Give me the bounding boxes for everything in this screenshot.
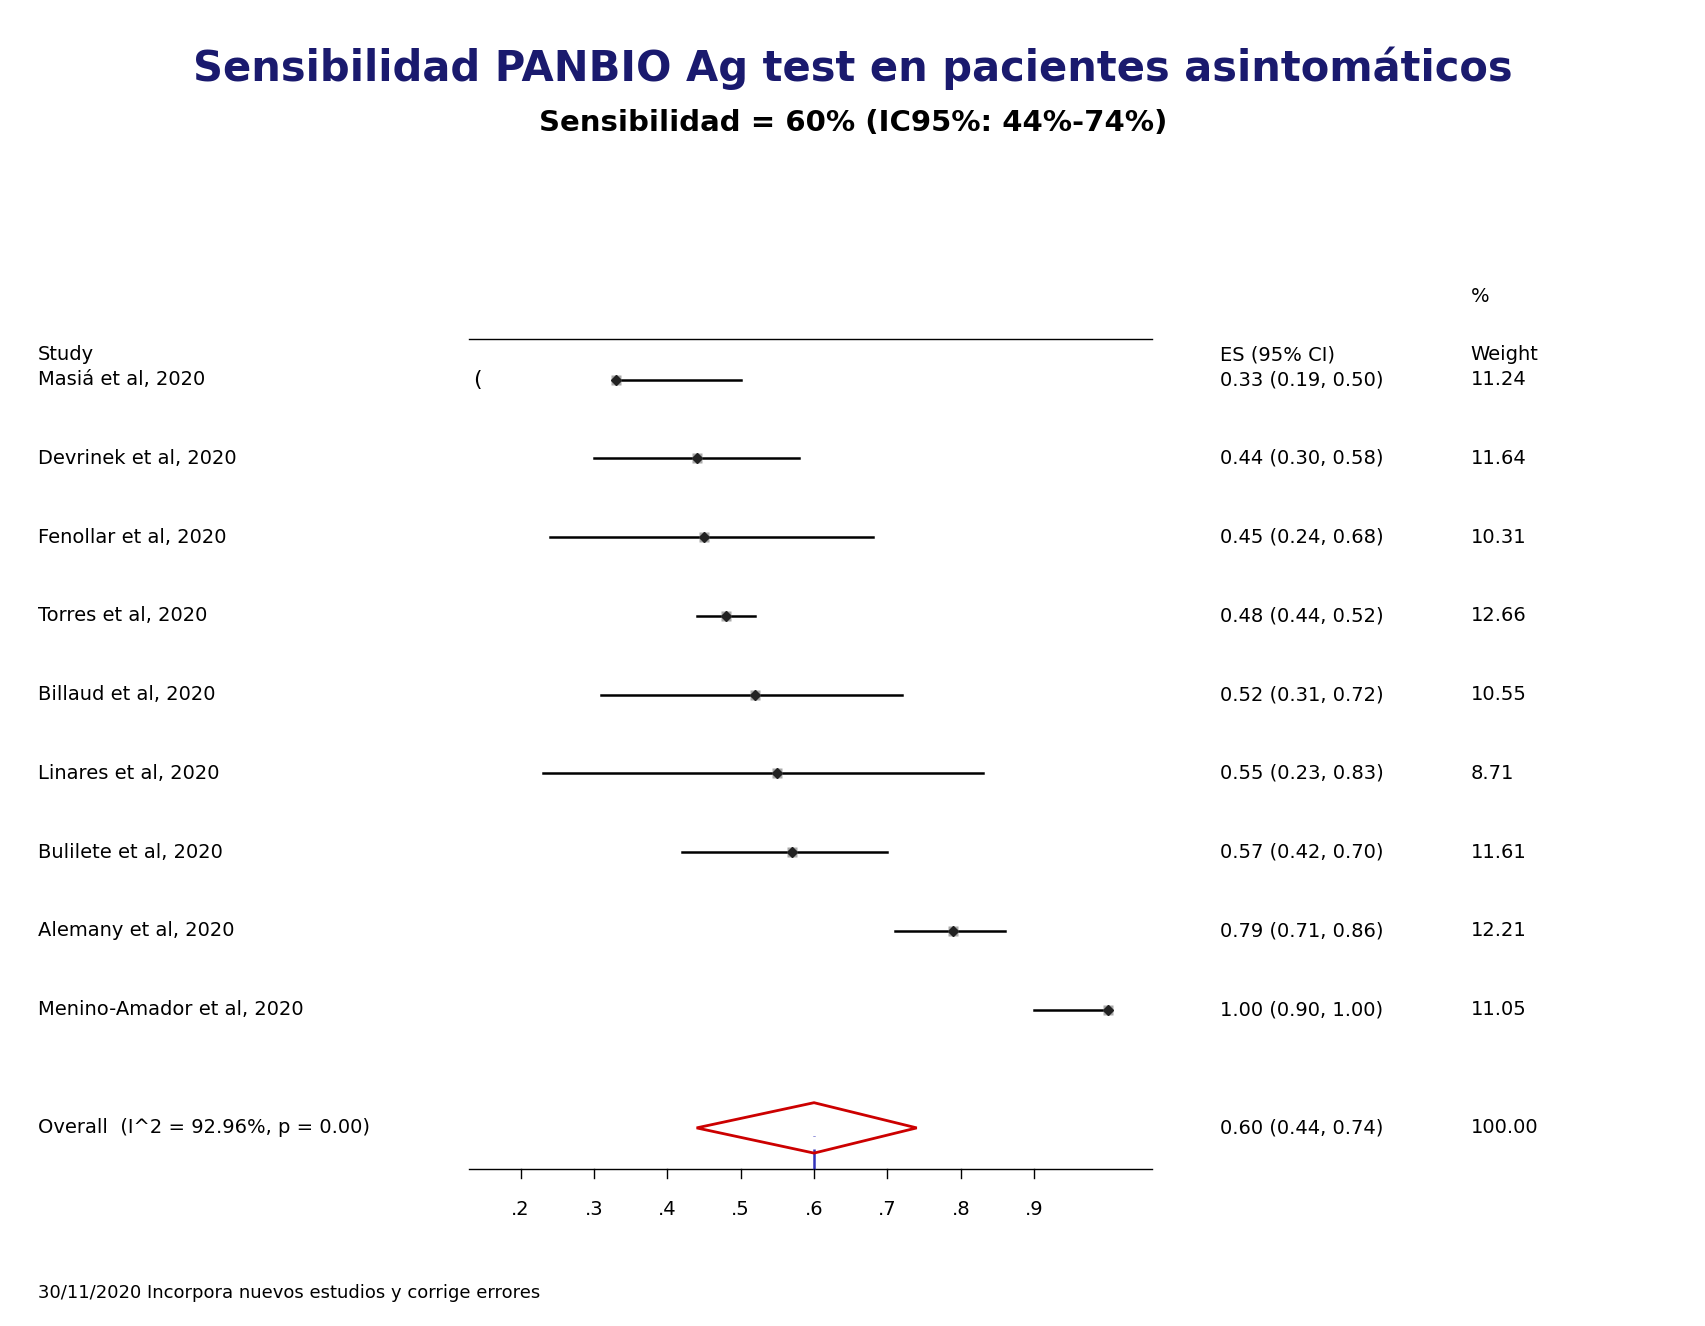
Text: .7: .7 (878, 1200, 897, 1220)
Text: 0.52 (0.31, 0.72): 0.52 (0.31, 0.72) (1219, 686, 1383, 704)
Text: .8: .8 (951, 1200, 970, 1220)
Text: Sensibilidad = 60% (IC95%: 44%-74%): Sensibilidad = 60% (IC95%: 44%-74%) (539, 109, 1166, 137)
Text: 0.79 (0.71, 0.86): 0.79 (0.71, 0.86) (1219, 922, 1383, 940)
Text: 10.55: 10.55 (1470, 686, 1526, 704)
Text: .5: .5 (731, 1200, 750, 1220)
Text: Masiá et al, 2020: Masiá et al, 2020 (38, 370, 205, 389)
Text: 0.57 (0.42, 0.70): 0.57 (0.42, 0.70) (1219, 843, 1383, 862)
Text: 10.31: 10.31 (1470, 528, 1526, 546)
Text: %: % (1470, 286, 1488, 305)
Text: Torres et al, 2020: Torres et al, 2020 (38, 606, 206, 626)
Text: 12.66: 12.66 (1470, 606, 1526, 626)
Text: 11.64: 11.64 (1470, 450, 1526, 468)
Text: Alemany et al, 2020: Alemany et al, 2020 (38, 922, 234, 940)
Text: (: ( (472, 370, 481, 390)
Text: Study: Study (38, 345, 94, 365)
Text: 1.00 (0.90, 1.00): 1.00 (0.90, 1.00) (1219, 1000, 1383, 1020)
Text: .3: .3 (585, 1200, 604, 1220)
Text: .2: .2 (512, 1200, 530, 1220)
Text: Weight: Weight (1470, 345, 1538, 365)
Text: 12.21: 12.21 (1470, 922, 1526, 940)
Text: Linares et al, 2020: Linares et al, 2020 (38, 764, 218, 782)
Text: 0.55 (0.23, 0.83): 0.55 (0.23, 0.83) (1219, 764, 1383, 782)
Text: .9: .9 (1025, 1200, 1043, 1220)
Text: 11.61: 11.61 (1470, 843, 1526, 862)
Text: Menino-Amador et al, 2020: Menino-Amador et al, 2020 (38, 1000, 303, 1020)
Text: .6: .6 (805, 1200, 824, 1220)
Text: 8.71: 8.71 (1470, 764, 1512, 782)
Text: Overall  (I^2 = 92.96%, p = 0.00): Overall (I^2 = 92.96%, p = 0.00) (38, 1118, 370, 1138)
Text: 30/11/2020 Incorpora nuevos estudios y corrige errores: 30/11/2020 Incorpora nuevos estudios y c… (38, 1284, 539, 1302)
Text: Sensibilidad PANBIO Ag test en pacientes asintomáticos: Sensibilidad PANBIO Ag test en pacientes… (193, 46, 1512, 90)
Text: 0.45 (0.24, 0.68): 0.45 (0.24, 0.68) (1219, 528, 1383, 546)
Text: Bulilete et al, 2020: Bulilete et al, 2020 (38, 843, 222, 862)
Text: Billaud et al, 2020: Billaud et al, 2020 (38, 686, 215, 704)
Text: 11.05: 11.05 (1470, 1000, 1526, 1020)
Text: 0.48 (0.44, 0.52): 0.48 (0.44, 0.52) (1219, 606, 1383, 626)
Text: ES (95% CI): ES (95% CI) (1219, 345, 1333, 365)
Text: 0.44 (0.30, 0.58): 0.44 (0.30, 0.58) (1219, 450, 1383, 468)
Text: 100.00: 100.00 (1470, 1118, 1538, 1138)
Text: Devrinek et al, 2020: Devrinek et al, 2020 (38, 450, 235, 468)
Text: .4: .4 (658, 1200, 677, 1220)
Text: 0.60 (0.44, 0.74): 0.60 (0.44, 0.74) (1219, 1118, 1383, 1138)
Text: 11.24: 11.24 (1470, 370, 1526, 389)
Text: 0.33 (0.19, 0.50): 0.33 (0.19, 0.50) (1219, 370, 1383, 389)
Text: Fenollar et al, 2020: Fenollar et al, 2020 (38, 528, 225, 546)
